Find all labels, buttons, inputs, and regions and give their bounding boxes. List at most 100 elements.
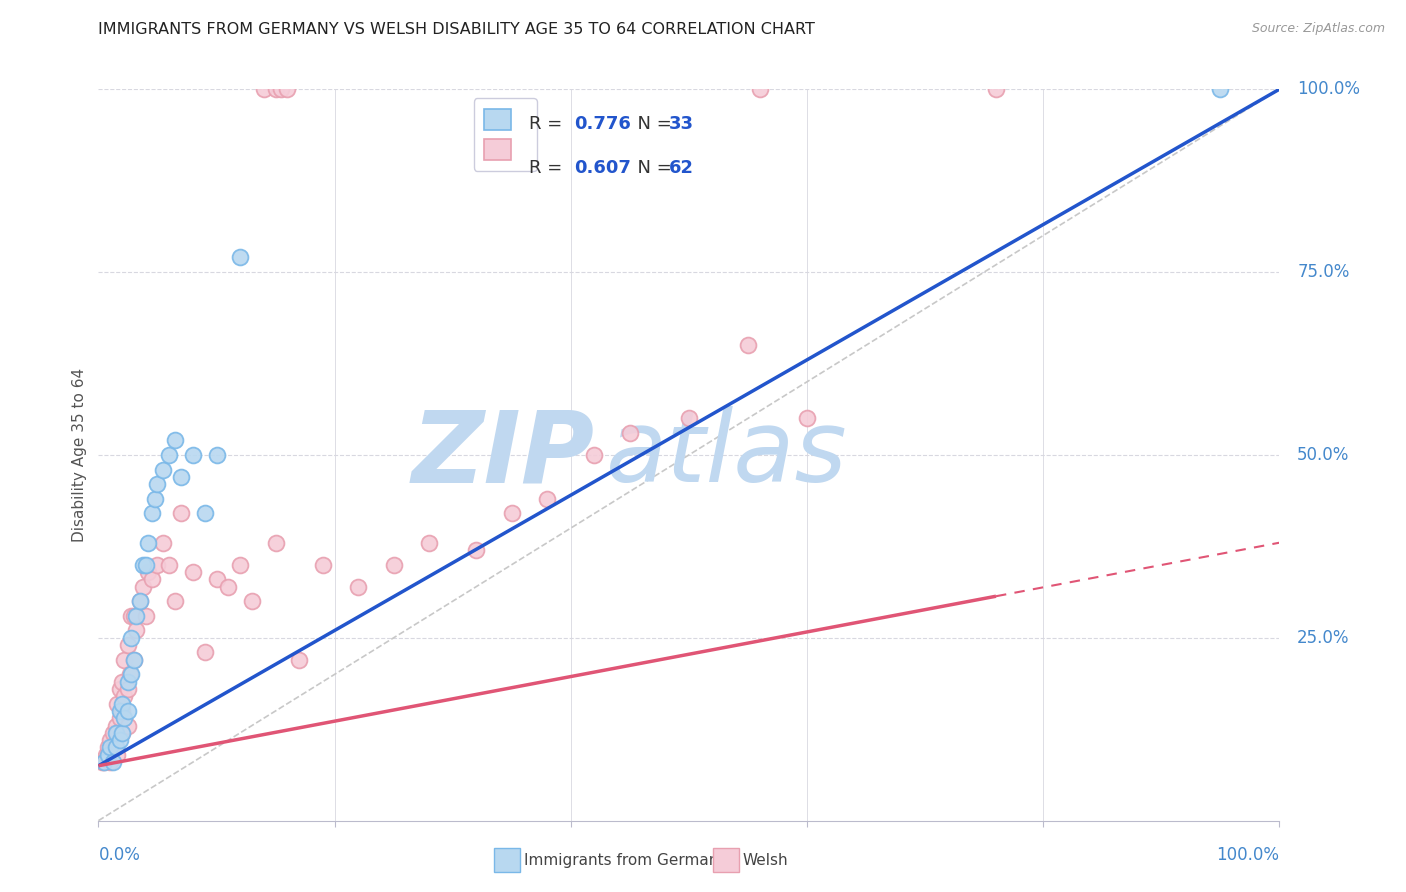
Text: 100.0%: 100.0% bbox=[1298, 80, 1360, 98]
Point bbox=[97, 740, 120, 755]
Point bbox=[112, 711, 135, 725]
Point bbox=[253, 82, 276, 96]
Point bbox=[111, 697, 134, 711]
Point bbox=[276, 82, 298, 96]
Text: 100.0%: 100.0% bbox=[1216, 847, 1279, 864]
Point bbox=[128, 594, 150, 608]
Text: 50.0%: 50.0% bbox=[1298, 446, 1350, 464]
Point bbox=[240, 594, 263, 608]
Point bbox=[141, 507, 163, 521]
Text: Welsh: Welsh bbox=[742, 854, 787, 869]
Point bbox=[98, 755, 121, 769]
Point bbox=[146, 477, 169, 491]
Point bbox=[122, 653, 145, 667]
Point bbox=[157, 558, 180, 572]
Point bbox=[132, 580, 155, 594]
Point bbox=[108, 711, 131, 725]
Point bbox=[141, 572, 163, 586]
Point bbox=[501, 507, 523, 521]
Point bbox=[217, 580, 239, 594]
Y-axis label: Disability Age 35 to 64: Disability Age 35 to 64 bbox=[72, 368, 87, 542]
Point bbox=[98, 740, 121, 755]
Point bbox=[105, 726, 128, 740]
Point bbox=[108, 733, 131, 747]
Point bbox=[105, 718, 128, 732]
Point bbox=[125, 608, 148, 623]
Text: IMMIGRANTS FROM GERMANY VS WELSH DISABILITY AGE 35 TO 64 CORRELATION CHART: IMMIGRANTS FROM GERMANY VS WELSH DISABIL… bbox=[98, 22, 815, 37]
Point bbox=[121, 631, 143, 645]
Point bbox=[796, 411, 818, 425]
Point bbox=[170, 507, 193, 521]
Text: R =: R = bbox=[530, 115, 568, 133]
Point bbox=[98, 733, 121, 747]
Text: Source: ZipAtlas.com: Source: ZipAtlas.com bbox=[1251, 22, 1385, 36]
Point bbox=[94, 747, 117, 762]
Point bbox=[181, 565, 204, 579]
Point bbox=[105, 697, 128, 711]
Point bbox=[108, 681, 131, 696]
Point bbox=[181, 448, 204, 462]
Point bbox=[229, 558, 252, 572]
Point bbox=[97, 747, 120, 762]
Point bbox=[111, 704, 134, 718]
Text: ZIP: ZIP bbox=[412, 407, 595, 503]
Point bbox=[128, 594, 150, 608]
Point bbox=[101, 755, 124, 769]
Point bbox=[170, 470, 193, 484]
Point bbox=[112, 690, 135, 704]
Point bbox=[583, 448, 606, 462]
Point bbox=[93, 755, 115, 769]
Point bbox=[111, 674, 134, 689]
Point bbox=[270, 82, 292, 96]
Text: 0.0%: 0.0% bbox=[98, 847, 141, 864]
Point bbox=[117, 718, 139, 732]
Point bbox=[536, 491, 558, 506]
Point bbox=[132, 558, 155, 572]
Point bbox=[117, 638, 139, 652]
Point bbox=[737, 338, 759, 352]
Point bbox=[143, 491, 166, 506]
Point bbox=[264, 82, 287, 96]
Point bbox=[105, 747, 128, 762]
Point bbox=[152, 462, 174, 476]
Point bbox=[117, 674, 139, 689]
Point bbox=[105, 740, 128, 755]
Point bbox=[111, 726, 134, 740]
Text: N =: N = bbox=[626, 115, 678, 133]
Point bbox=[105, 726, 128, 740]
Text: 0.776: 0.776 bbox=[575, 115, 631, 133]
Point bbox=[105, 740, 128, 755]
Point bbox=[91, 755, 114, 769]
Text: R =: R = bbox=[530, 159, 568, 177]
Point bbox=[165, 594, 187, 608]
Point bbox=[97, 747, 120, 762]
FancyBboxPatch shape bbox=[713, 848, 738, 871]
Text: 33: 33 bbox=[669, 115, 695, 133]
Text: 0.607: 0.607 bbox=[575, 159, 631, 177]
Point bbox=[205, 572, 228, 586]
Point bbox=[678, 411, 700, 425]
Point bbox=[748, 82, 770, 96]
Point bbox=[347, 580, 370, 594]
FancyBboxPatch shape bbox=[494, 848, 520, 871]
Point bbox=[194, 645, 217, 659]
Point bbox=[312, 558, 335, 572]
Point bbox=[288, 653, 311, 667]
Text: 62: 62 bbox=[669, 159, 695, 177]
Point bbox=[108, 704, 131, 718]
Point bbox=[984, 82, 1007, 96]
Point bbox=[229, 251, 252, 265]
Point bbox=[98, 747, 121, 762]
Point bbox=[117, 704, 139, 718]
Point bbox=[152, 535, 174, 549]
Point bbox=[264, 535, 287, 549]
Point bbox=[101, 740, 124, 755]
Point bbox=[382, 558, 405, 572]
Point bbox=[122, 608, 145, 623]
Point bbox=[136, 565, 159, 579]
Point bbox=[93, 755, 115, 769]
Text: atlas: atlas bbox=[606, 407, 848, 503]
Point bbox=[112, 653, 135, 667]
Point bbox=[117, 681, 139, 696]
Point bbox=[121, 608, 143, 623]
